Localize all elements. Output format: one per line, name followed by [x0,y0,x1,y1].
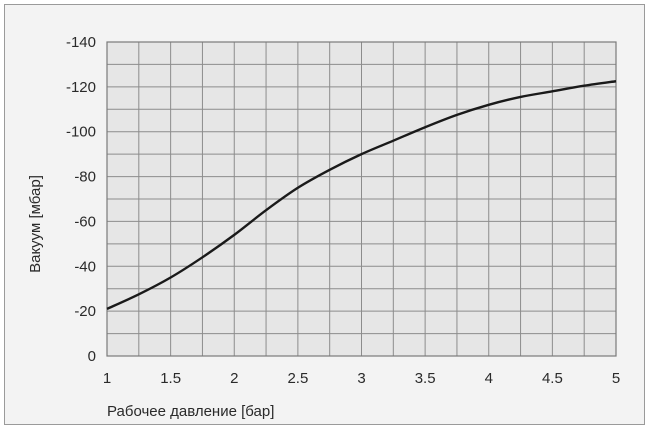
y-tick-label: -140 [66,34,96,51]
x-tick-label: 2 [230,370,238,387]
x-tick-label: 1.5 [160,370,181,387]
y-tick-label: -80 [74,169,96,186]
y-axis-ticks: 0 -20 -40 -60 -80 -100 -120 -140 [66,34,96,365]
x-tick-label: 1 [103,370,111,387]
x-tick-label: 3 [357,370,365,387]
vacuum-curve [106,80,617,310]
x-axis-label: Рабочее давление [бар] [107,403,274,420]
plot-border [106,41,617,357]
x-tick-label: 4 [485,370,493,387]
x-axis-ticks: 1 1.5 2 2.5 3 3.5 4 4.5 5 [103,370,620,387]
x-tick-label: 4.5 [542,370,563,387]
y-tick-label: -120 [66,79,96,96]
y-tick-label: -100 [66,124,96,141]
x-tick-label: 5 [612,370,620,387]
y-tick-label: -20 [74,303,96,320]
y-tick-label: -40 [74,258,96,275]
x-tick-label: 2.5 [287,370,308,387]
x-tick-label: 3.5 [415,370,436,387]
y-axis-label: Вакуум [мбар] [27,175,44,273]
y-tick-label: 0 [88,348,96,365]
y-tick-label: -60 [74,213,96,230]
